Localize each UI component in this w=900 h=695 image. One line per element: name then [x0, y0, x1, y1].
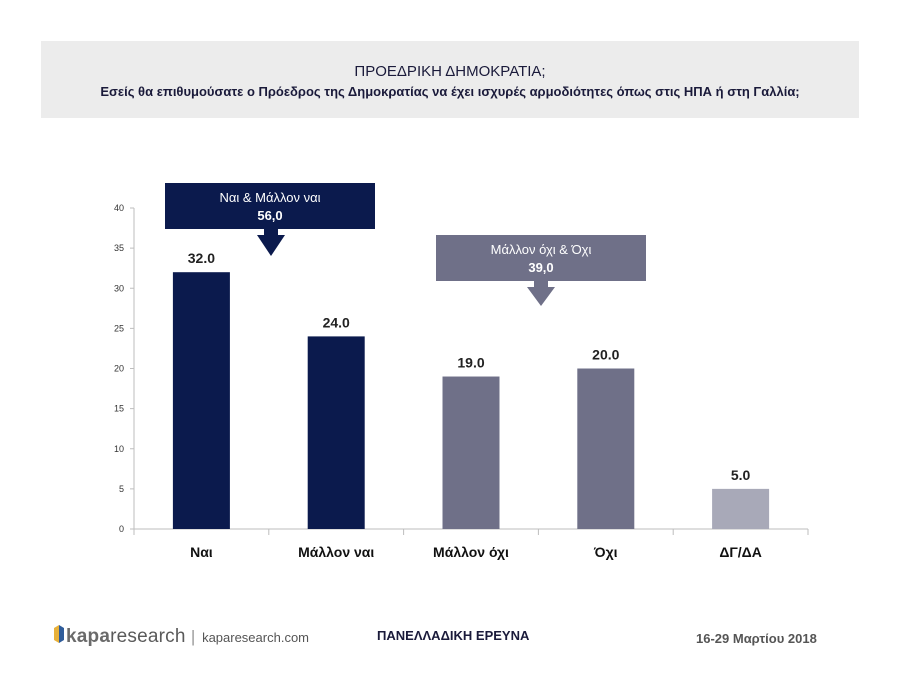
y-tick-label: 25 [114, 323, 124, 333]
bar [712, 488, 770, 529]
bar [442, 376, 500, 529]
logo-mark-icon [52, 624, 66, 650]
y-tick-label: 0 [119, 524, 124, 534]
brand-bold: kapa [66, 626, 111, 648]
callout-box [165, 183, 375, 229]
callout-value: 56,0 [257, 208, 282, 223]
callout-label: Ναι & Μάλλον ναι [219, 190, 320, 205]
y-tick-label: 35 [114, 243, 124, 253]
kapa-research-logo: kaparesearch | kaparesearch.com [52, 624, 309, 650]
bar-value-label: 24.0 [323, 314, 350, 330]
callout-box [436, 235, 646, 281]
callout-label: Μάλλον όχι & Όχι [491, 242, 592, 257]
bar [577, 368, 635, 529]
y-tick-label: 15 [114, 404, 124, 414]
bar-chart: 0 5 10 15 20 25 30 35 40 32.0 Ναι 24.0 Μάλλον ναι 19.… [114, 183, 809, 560]
callout-arrow-icon [257, 229, 285, 256]
bar-value-label: 32.0 [188, 250, 215, 266]
category-label: Μάλλον ναι [298, 544, 374, 560]
survey-name: ΠΑΝΕΛΛΑΔΙΚΗ ΕΡΕΥΝΑ [377, 628, 530, 643]
y-tick-label: 20 [114, 364, 124, 374]
category-label: Όχι [593, 544, 618, 560]
header-banner: ΠΡΟΕΔΡΙΚΗ ΔΗΜΟΚΡΑΤΙΑ; Εσείς θα επιθυμούσ… [41, 41, 859, 118]
y-tick-label: 5 [119, 484, 124, 494]
bar-value-label: 19.0 [457, 355, 484, 371]
y-tick-label: 30 [114, 283, 124, 293]
y-tick-label: 10 [114, 444, 124, 454]
category-label: Μάλλον όχι [433, 544, 509, 560]
bar-value-label: 5.0 [731, 467, 751, 483]
callout-arrow-icon [527, 281, 555, 306]
category-label: Ναι [190, 544, 213, 560]
category-label: ΔΓ/ΔΑ [719, 544, 762, 560]
bar [172, 272, 230, 529]
bar-value-label: 20.0 [592, 347, 619, 363]
y-tick-label: 40 [114, 203, 124, 213]
chart-title: ΠΡΟΕΔΡΙΚΗ ΔΗΜΟΚΡΑΤΙΑ; [354, 63, 546, 80]
chart-subtitle: Εσείς θα επιθυμούσατε ο Πρόεδρος της Δημ… [100, 84, 800, 99]
callout-value: 39,0 [528, 260, 553, 275]
footer-url: kaparesearch.com [202, 630, 310, 646]
bar [307, 336, 365, 529]
brand-rest: research [110, 626, 186, 648]
survey-date: 16-29 Μαρτίου 2018 [696, 631, 817, 646]
